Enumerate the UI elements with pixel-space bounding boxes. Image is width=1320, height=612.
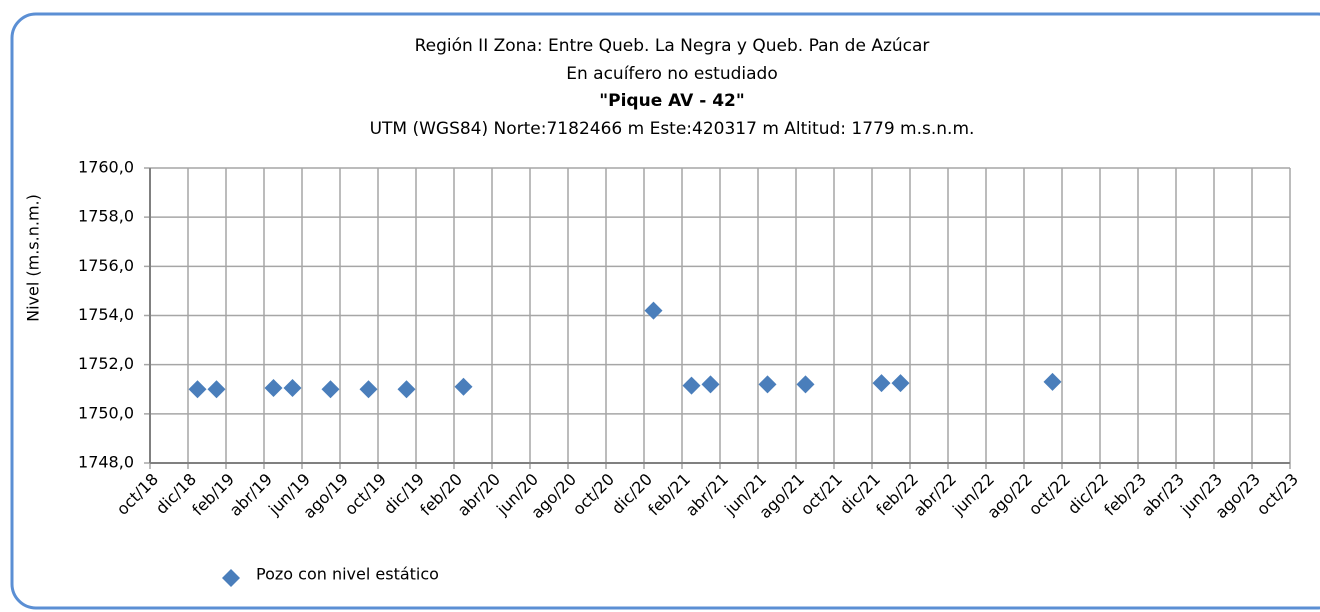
frame [10, 12, 1320, 610]
chart-subtitle: En acuífero no estudiado [566, 64, 778, 84]
well-name: "Pique AV - 42" [599, 91, 744, 111]
data-point [207, 380, 226, 399]
data-point [264, 379, 283, 398]
data-point [454, 377, 473, 396]
data-point [872, 374, 891, 393]
data-point [188, 380, 207, 399]
legend-label: Pozo con nivel estático [256, 565, 439, 584]
data-point [321, 380, 340, 399]
data-point [796, 375, 815, 394]
y-tick-label: 1754,0 [78, 305, 134, 324]
y-tick-label: 1758,0 [78, 207, 134, 226]
y-tick-label: 1748,0 [78, 453, 134, 472]
legend-marker [222, 569, 240, 587]
y-axis-label: Nivel (m.s.n.m.) [24, 194, 43, 322]
data-point [1043, 372, 1062, 391]
y-tick-label: 1756,0 [78, 256, 134, 275]
data-point [701, 375, 720, 394]
y-tick-label: 1750,0 [78, 403, 134, 422]
y-tick-label: 1752,0 [78, 354, 134, 373]
data-point [283, 379, 302, 398]
chart-title: Región II Zona: Entre Queb. La Negra y Q… [415, 36, 930, 56]
y-tick-label: 1760,0 [78, 158, 134, 177]
data-point [644, 301, 663, 320]
data-point [891, 374, 910, 393]
data-point [758, 375, 777, 394]
data-point [359, 380, 378, 399]
data-point [397, 380, 416, 399]
data-point [682, 376, 701, 395]
location: UTM (WGS84) Norte:7182466 m Este:420317 … [370, 119, 975, 139]
